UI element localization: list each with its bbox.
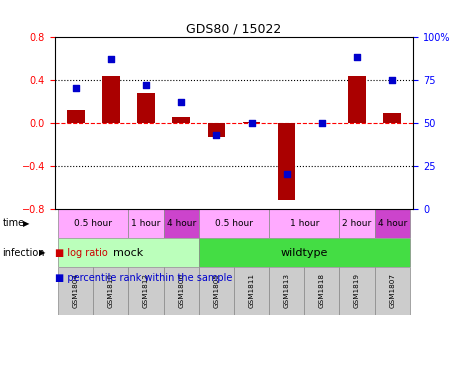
Bar [278, 123, 295, 200]
Bar [172, 117, 190, 123]
Text: 1 hour: 1 hour [290, 219, 319, 228]
Bar [128, 267, 163, 315]
Bar [375, 267, 410, 315]
Text: 2 hour: 2 hour [342, 219, 371, 228]
Bar [234, 267, 269, 315]
Bar [163, 267, 199, 315]
Bar [137, 93, 155, 123]
Point [318, 120, 326, 126]
Title: GDS80 / 15022: GDS80 / 15022 [186, 22, 282, 36]
Text: GSM1806: GSM1806 [178, 273, 184, 309]
Text: ▶: ▶ [23, 219, 29, 228]
Point [72, 85, 79, 91]
Bar [58, 238, 199, 267]
Point [248, 120, 256, 126]
Text: ■ percentile rank within the sample: ■ percentile rank within the sample [55, 273, 232, 283]
Bar [128, 209, 163, 238]
Point [142, 82, 150, 88]
Text: ■ log ratio: ■ log ratio [55, 247, 107, 258]
Text: GSM1804: GSM1804 [73, 273, 79, 309]
Bar [102, 76, 120, 123]
Bar [304, 267, 340, 315]
Bar [208, 123, 225, 137]
Bar [58, 267, 93, 315]
Point [212, 132, 220, 138]
Bar [93, 267, 128, 315]
Text: GSM1810: GSM1810 [108, 273, 114, 309]
Text: GSM1811: GSM1811 [248, 273, 255, 309]
Bar [375, 209, 410, 238]
Text: 4 hour: 4 hour [167, 219, 196, 228]
Text: GSM1805: GSM1805 [213, 273, 219, 309]
Text: 0.5 hour: 0.5 hour [74, 219, 112, 228]
Point [389, 76, 396, 82]
Text: 4 hour: 4 hour [378, 219, 407, 228]
Bar [199, 209, 269, 238]
Point [283, 171, 291, 177]
Bar [383, 113, 401, 123]
Text: time: time [2, 218, 25, 228]
Bar [340, 209, 375, 238]
Bar [163, 209, 199, 238]
Text: 0.5 hour: 0.5 hour [215, 219, 253, 228]
Point [107, 56, 114, 62]
Text: mock: mock [114, 247, 143, 258]
Bar [243, 122, 260, 123]
Text: ▶: ▶ [39, 248, 46, 257]
Bar [67, 110, 85, 123]
Text: GSM1819: GSM1819 [354, 273, 360, 309]
Text: 1 hour: 1 hour [132, 219, 161, 228]
Text: wildtype: wildtype [281, 247, 328, 258]
Text: GSM1818: GSM1818 [319, 273, 325, 309]
Bar [340, 267, 375, 315]
Text: GSM1813: GSM1813 [284, 273, 290, 309]
Point [177, 99, 185, 105]
Bar [199, 238, 410, 267]
Bar [348, 76, 366, 123]
Text: GSM1807: GSM1807 [389, 273, 395, 309]
Text: GSM1812: GSM1812 [143, 273, 149, 309]
Text: infection: infection [2, 247, 45, 258]
Bar [269, 267, 304, 315]
Bar [269, 209, 340, 238]
Point [353, 54, 361, 60]
Bar [199, 267, 234, 315]
Bar [58, 209, 128, 238]
